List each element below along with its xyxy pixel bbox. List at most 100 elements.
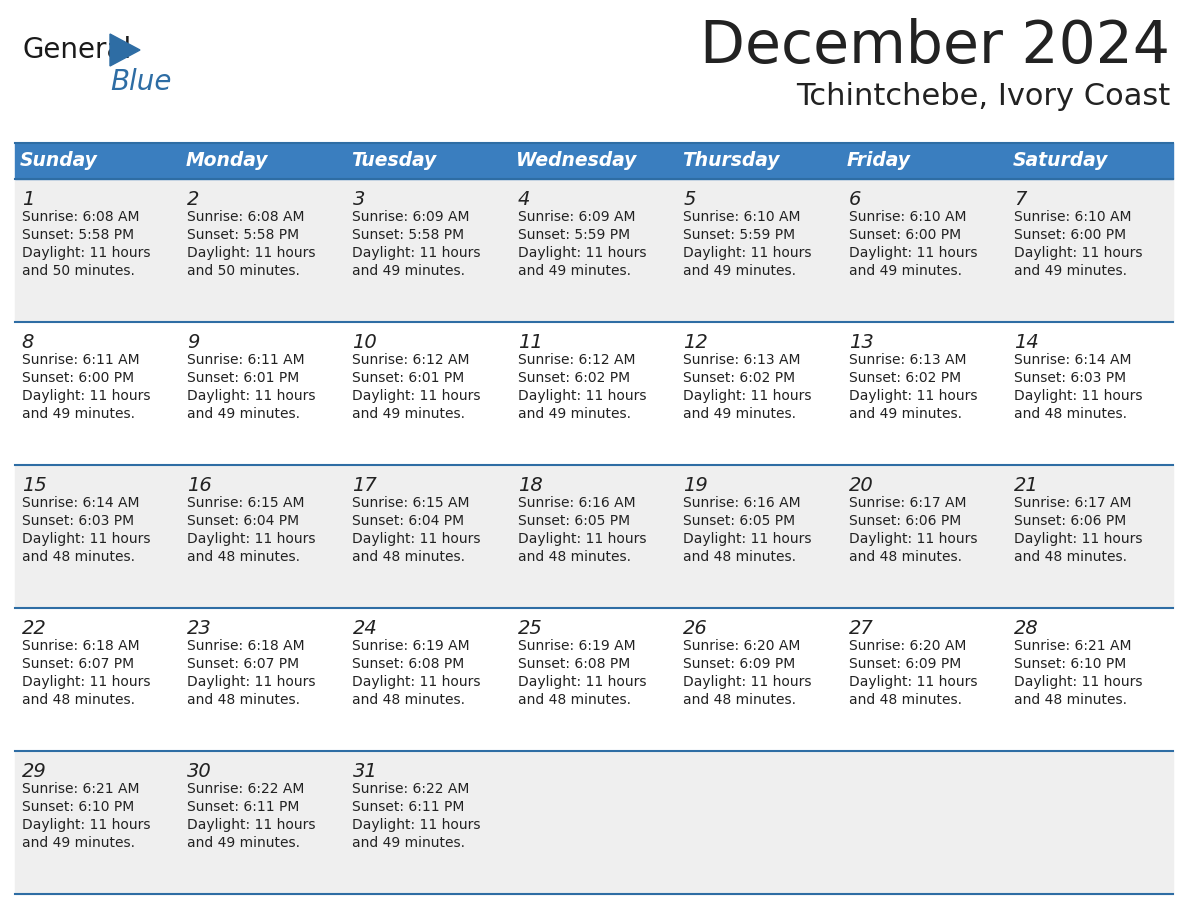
Text: Sunset: 5:59 PM: Sunset: 5:59 PM <box>518 228 630 242</box>
Text: and 48 minutes.: and 48 minutes. <box>353 693 466 707</box>
Text: Daylight: 11 hours: Daylight: 11 hours <box>21 675 150 689</box>
Text: Sunset: 5:58 PM: Sunset: 5:58 PM <box>353 228 465 242</box>
Text: Daylight: 11 hours: Daylight: 11 hours <box>21 389 150 403</box>
Text: Sunset: 5:58 PM: Sunset: 5:58 PM <box>187 228 299 242</box>
Text: Sunrise: 6:19 AM: Sunrise: 6:19 AM <box>353 639 470 653</box>
Text: Sunrise: 6:11 AM: Sunrise: 6:11 AM <box>187 353 304 367</box>
Text: 26: 26 <box>683 619 708 638</box>
Text: and 48 minutes.: and 48 minutes. <box>21 693 134 707</box>
Text: Sunrise: 6:09 AM: Sunrise: 6:09 AM <box>518 210 636 224</box>
Text: Sunset: 6:03 PM: Sunset: 6:03 PM <box>21 514 134 528</box>
Text: 5: 5 <box>683 190 696 209</box>
Text: 24: 24 <box>353 619 378 638</box>
Text: Sunrise: 6:08 AM: Sunrise: 6:08 AM <box>21 210 139 224</box>
Text: 22: 22 <box>21 619 46 638</box>
Text: 28: 28 <box>1015 619 1040 638</box>
Polygon shape <box>110 34 140 66</box>
Text: Sunset: 6:02 PM: Sunset: 6:02 PM <box>683 371 796 385</box>
Text: 18: 18 <box>518 476 543 495</box>
Text: Sunset: 5:58 PM: Sunset: 5:58 PM <box>21 228 134 242</box>
Text: Sunrise: 6:16 AM: Sunrise: 6:16 AM <box>683 496 801 510</box>
Text: Sunrise: 6:11 AM: Sunrise: 6:11 AM <box>21 353 139 367</box>
Text: 19: 19 <box>683 476 708 495</box>
Text: Daylight: 11 hours: Daylight: 11 hours <box>187 389 316 403</box>
Text: Tuesday: Tuesday <box>350 151 436 171</box>
Text: Daylight: 11 hours: Daylight: 11 hours <box>187 532 316 546</box>
Text: and 49 minutes.: and 49 minutes. <box>187 836 301 850</box>
Text: 9: 9 <box>187 333 200 352</box>
Text: and 48 minutes.: and 48 minutes. <box>187 693 301 707</box>
Text: Sunrise: 6:17 AM: Sunrise: 6:17 AM <box>848 496 966 510</box>
Text: Daylight: 11 hours: Daylight: 11 hours <box>353 818 481 832</box>
Text: Sunset: 6:09 PM: Sunset: 6:09 PM <box>848 657 961 671</box>
Text: Sunset: 6:11 PM: Sunset: 6:11 PM <box>187 800 299 814</box>
Text: 13: 13 <box>848 333 873 352</box>
Text: Daylight: 11 hours: Daylight: 11 hours <box>848 532 978 546</box>
Text: Daylight: 11 hours: Daylight: 11 hours <box>848 389 978 403</box>
Text: Sunrise: 6:08 AM: Sunrise: 6:08 AM <box>187 210 304 224</box>
Text: Sunset: 6:10 PM: Sunset: 6:10 PM <box>1015 657 1126 671</box>
Bar <box>15 465 1173 608</box>
Text: Sunset: 6:04 PM: Sunset: 6:04 PM <box>187 514 299 528</box>
Text: Sunset: 6:08 PM: Sunset: 6:08 PM <box>518 657 630 671</box>
Text: Sunday: Sunday <box>20 151 97 171</box>
Text: Sunset: 6:10 PM: Sunset: 6:10 PM <box>21 800 134 814</box>
Text: Sunrise: 6:22 AM: Sunrise: 6:22 AM <box>187 782 304 796</box>
Text: Sunrise: 6:18 AM: Sunrise: 6:18 AM <box>187 639 304 653</box>
Text: and 50 minutes.: and 50 minutes. <box>21 264 134 278</box>
Text: Daylight: 11 hours: Daylight: 11 hours <box>21 818 150 832</box>
Text: Sunrise: 6:13 AM: Sunrise: 6:13 AM <box>848 353 966 367</box>
Text: Sunset: 6:00 PM: Sunset: 6:00 PM <box>1015 228 1126 242</box>
Text: Sunrise: 6:10 AM: Sunrise: 6:10 AM <box>683 210 801 224</box>
Text: Sunset: 6:02 PM: Sunset: 6:02 PM <box>518 371 630 385</box>
Text: 30: 30 <box>187 762 211 781</box>
Text: Sunset: 6:06 PM: Sunset: 6:06 PM <box>1015 514 1126 528</box>
Text: Daylight: 11 hours: Daylight: 11 hours <box>353 246 481 260</box>
Text: and 48 minutes.: and 48 minutes. <box>683 550 796 564</box>
Text: 31: 31 <box>353 762 378 781</box>
Text: Sunset: 6:06 PM: Sunset: 6:06 PM <box>848 514 961 528</box>
Text: and 49 minutes.: and 49 minutes. <box>1015 264 1127 278</box>
Text: Sunrise: 6:21 AM: Sunrise: 6:21 AM <box>1015 639 1132 653</box>
Text: Sunrise: 6:19 AM: Sunrise: 6:19 AM <box>518 639 636 653</box>
Text: Sunset: 6:07 PM: Sunset: 6:07 PM <box>187 657 299 671</box>
Text: 11: 11 <box>518 333 543 352</box>
Text: Daylight: 11 hours: Daylight: 11 hours <box>187 818 316 832</box>
Text: and 49 minutes.: and 49 minutes. <box>21 407 134 421</box>
Text: and 50 minutes.: and 50 minutes. <box>187 264 299 278</box>
Text: and 49 minutes.: and 49 minutes. <box>21 836 134 850</box>
Text: Sunrise: 6:12 AM: Sunrise: 6:12 AM <box>353 353 470 367</box>
Text: Daylight: 11 hours: Daylight: 11 hours <box>1015 389 1143 403</box>
Text: 27: 27 <box>848 619 873 638</box>
Text: Sunrise: 6:18 AM: Sunrise: 6:18 AM <box>21 639 139 653</box>
Text: Daylight: 11 hours: Daylight: 11 hours <box>1015 246 1143 260</box>
Text: 8: 8 <box>21 333 34 352</box>
Text: Daylight: 11 hours: Daylight: 11 hours <box>187 675 316 689</box>
Text: 15: 15 <box>21 476 46 495</box>
Text: 14: 14 <box>1015 333 1040 352</box>
Text: 23: 23 <box>187 619 211 638</box>
Text: 25: 25 <box>518 619 543 638</box>
Text: Sunset: 6:04 PM: Sunset: 6:04 PM <box>353 514 465 528</box>
Text: Sunrise: 6:20 AM: Sunrise: 6:20 AM <box>848 639 966 653</box>
Text: 21: 21 <box>1015 476 1040 495</box>
Text: Sunrise: 6:14 AM: Sunrise: 6:14 AM <box>1015 353 1132 367</box>
Text: Daylight: 11 hours: Daylight: 11 hours <box>683 246 811 260</box>
Text: and 48 minutes.: and 48 minutes. <box>518 550 631 564</box>
Text: Friday: Friday <box>847 151 911 171</box>
Bar <box>15 608 1173 751</box>
Text: 2: 2 <box>187 190 200 209</box>
Text: Daylight: 11 hours: Daylight: 11 hours <box>1015 532 1143 546</box>
Text: Daylight: 11 hours: Daylight: 11 hours <box>353 675 481 689</box>
Text: and 49 minutes.: and 49 minutes. <box>683 264 796 278</box>
Text: December 2024: December 2024 <box>700 18 1170 75</box>
Text: 16: 16 <box>187 476 211 495</box>
Text: Sunrise: 6:13 AM: Sunrise: 6:13 AM <box>683 353 801 367</box>
Text: 4: 4 <box>518 190 530 209</box>
Text: and 49 minutes.: and 49 minutes. <box>518 264 631 278</box>
Text: Sunset: 5:59 PM: Sunset: 5:59 PM <box>683 228 796 242</box>
Text: 3: 3 <box>353 190 365 209</box>
Text: and 48 minutes.: and 48 minutes. <box>1015 693 1127 707</box>
Text: Sunrise: 6:20 AM: Sunrise: 6:20 AM <box>683 639 801 653</box>
Text: and 49 minutes.: and 49 minutes. <box>848 407 962 421</box>
